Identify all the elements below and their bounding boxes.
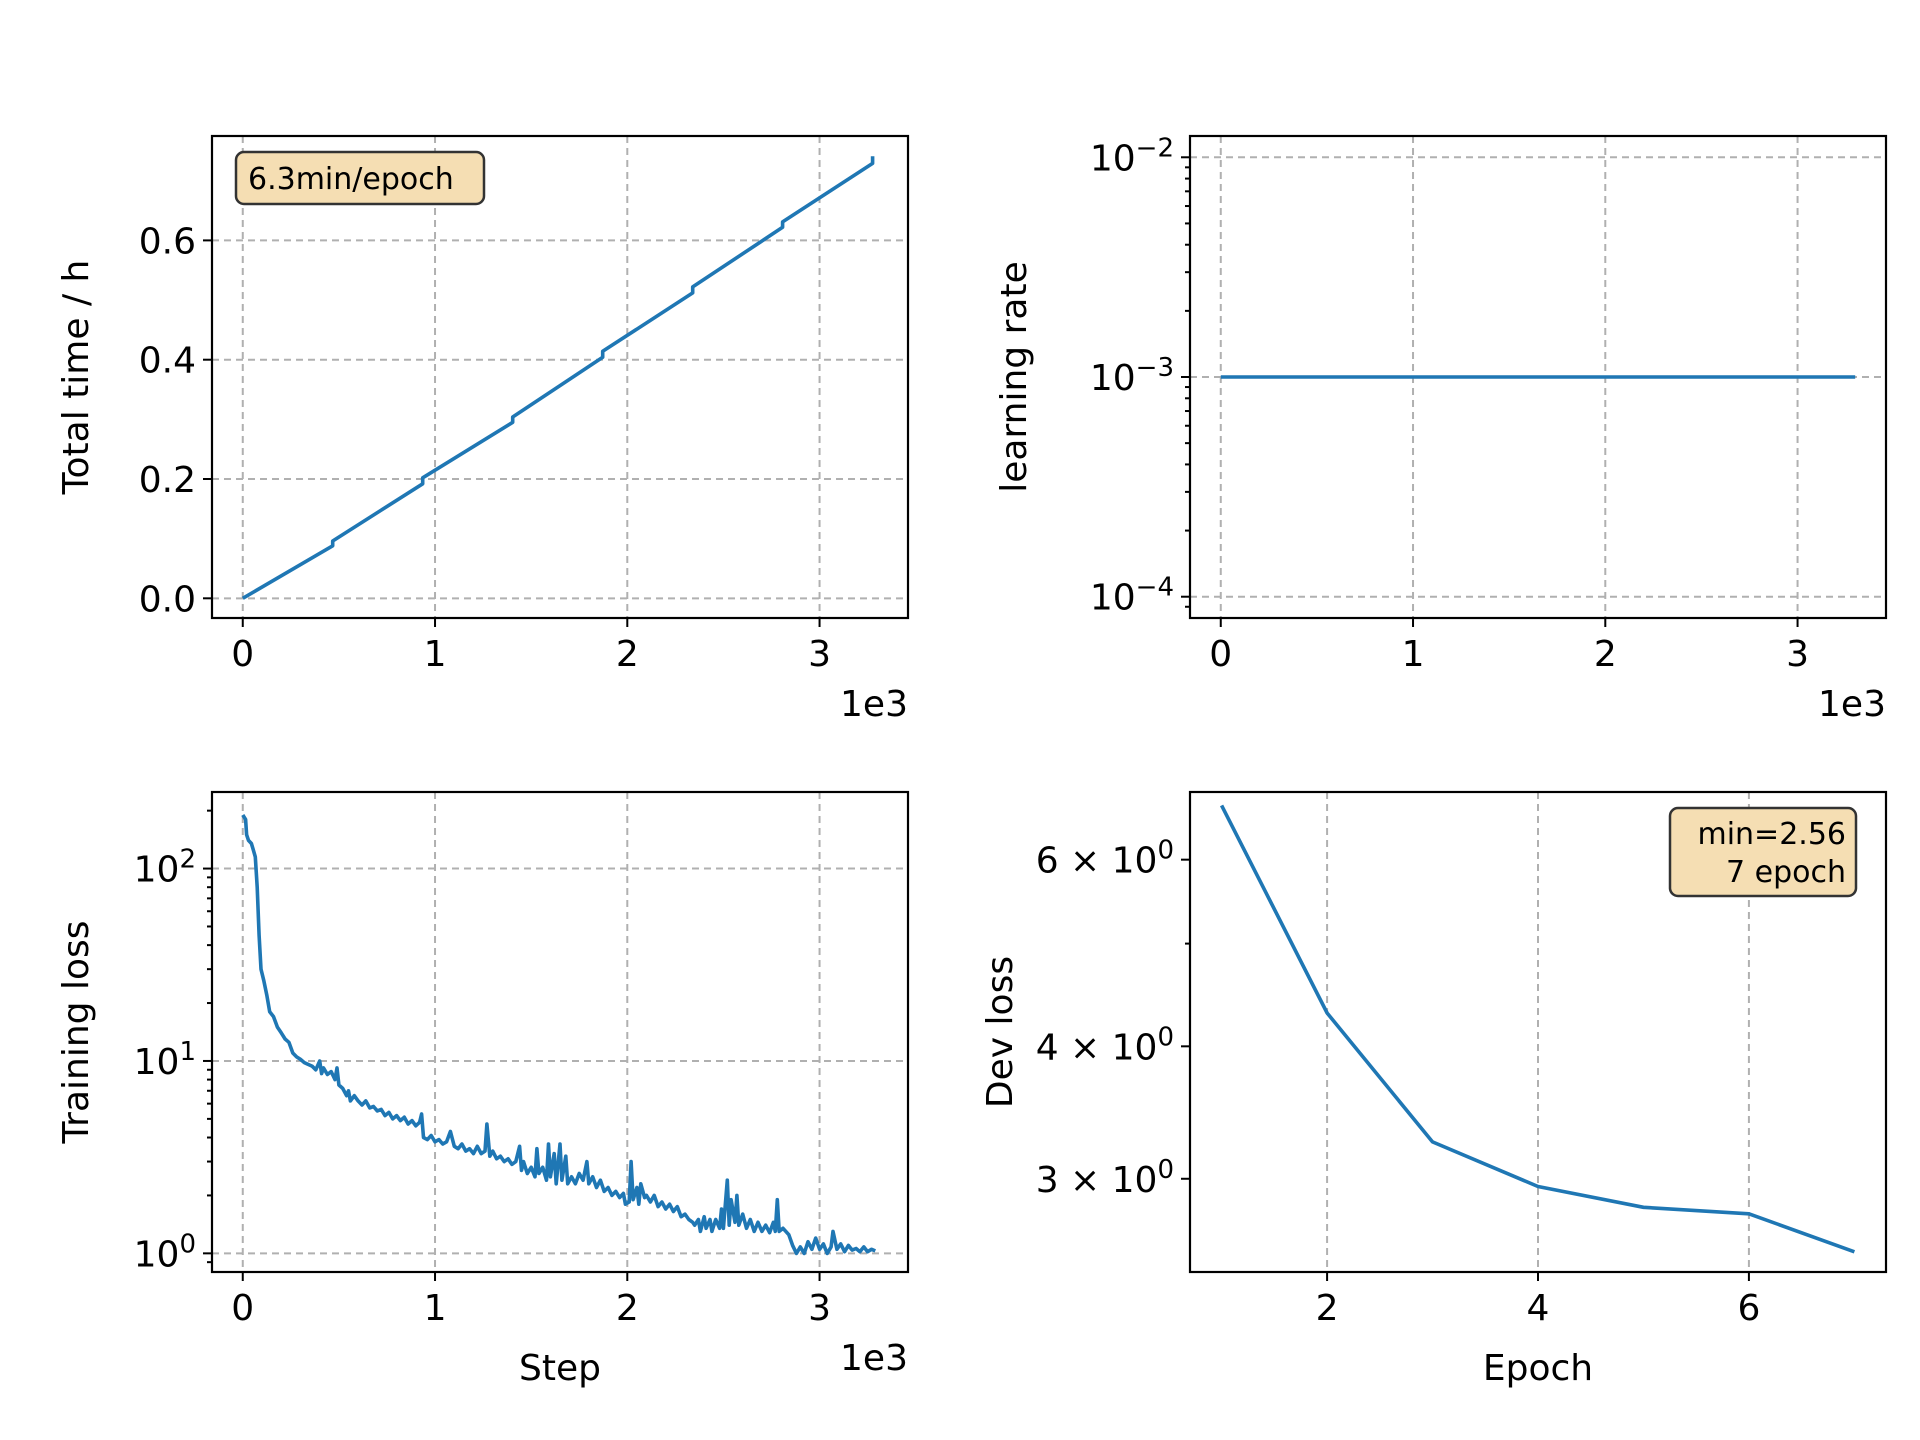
y-tick-label-base: 3 × 10 xyxy=(1036,1160,1158,1201)
annotation-text: 7 epoch xyxy=(1726,855,1846,890)
annotation-box: min=2.567 epoch xyxy=(1668,806,1858,898)
y-tick-label: 10−4 xyxy=(1090,573,1174,619)
x-offset-label: 1e3 xyxy=(1818,684,1886,725)
series-line xyxy=(241,156,875,600)
y-tick-label-base: 10 xyxy=(134,850,180,891)
y-tick-label-base: 10 xyxy=(134,1234,180,1275)
y-tick-label-base: 4 × 10 xyxy=(1036,1027,1158,1068)
y-tick-label: 0.4 xyxy=(139,341,196,382)
y-tick-label-exponent: 0 xyxy=(179,1229,196,1259)
y-tick-label: 100 xyxy=(134,1229,196,1275)
y-axis-label: Dev loss xyxy=(980,956,1021,1108)
x-offset-label: 1e3 xyxy=(840,1338,908,1379)
y-axis-label: learning rate xyxy=(994,261,1035,492)
total-time-panel: 0 1 2 3 0.0 0.2 0.4 0.6 1e3 Total time / h 6.3min/… xyxy=(56,134,910,725)
x-tick-label: 6 xyxy=(1737,1288,1760,1329)
axes-frame xyxy=(210,790,910,1274)
x-tick-label: 0 xyxy=(231,634,254,675)
y-tick-label: 6 × 100 xyxy=(1036,836,1174,882)
x-tick-label: 1 xyxy=(1402,634,1425,675)
x-tick-label: 3 xyxy=(808,634,831,675)
y-tick-label: 0.6 xyxy=(139,221,196,262)
y-axis-label: Training loss xyxy=(56,920,97,1144)
annotation-background xyxy=(234,150,486,206)
y-tick-label-base: 10 xyxy=(1090,578,1136,619)
x-axis-label: Epoch xyxy=(1483,1348,1593,1389)
x-tick-label: 1 xyxy=(424,1288,447,1329)
x-tick-label: 2 xyxy=(616,634,639,675)
y-tick-label: 10−3 xyxy=(1090,353,1174,399)
x-tick-label: 0 xyxy=(1209,634,1232,675)
annotation-text: min=2.56 xyxy=(1697,817,1846,852)
y-tick-label-exponent: 0 xyxy=(1157,1022,1174,1052)
axes-frame xyxy=(210,134,910,620)
x-tick-label: 4 xyxy=(1527,1288,1550,1329)
x-tick-label: 1 xyxy=(424,634,447,675)
x-tick-label: 2 xyxy=(616,1288,639,1329)
y-tick-label: 101 xyxy=(134,1037,196,1083)
y-tick-label-base: 10 xyxy=(1090,358,1136,399)
x-offset-label: 1e3 xyxy=(840,684,908,725)
x-axis-label: Step xyxy=(519,1348,601,1389)
x-tick-label: 3 xyxy=(1786,634,1809,675)
y-tick-label-base: 6 × 10 xyxy=(1036,841,1158,882)
y-tick-label-exponent: 2 xyxy=(179,845,196,875)
y-tick-label: 102 xyxy=(134,845,196,891)
y-tick-label-exponent: 0 xyxy=(1157,836,1174,866)
x-tick-label: 3 xyxy=(808,1288,831,1329)
y-tick-label: 4 × 100 xyxy=(1036,1022,1174,1068)
y-tick-label-exponent: −2 xyxy=(1136,133,1174,163)
y-tick-label: 0.2 xyxy=(139,460,196,501)
x-tick-label: 2 xyxy=(1594,634,1617,675)
y-tick-label-exponent: 1 xyxy=(179,1037,196,1067)
y-tick-label-exponent: −3 xyxy=(1136,353,1174,383)
annotation-background xyxy=(1668,806,1858,898)
y-tick-label-exponent: 0 xyxy=(1157,1155,1174,1185)
x-tick-label: 2 xyxy=(1316,1288,1339,1329)
x-tick-label: 0 xyxy=(231,1288,254,1329)
y-tick-label: 0.0 xyxy=(139,579,196,620)
annotation-text: 6.3min/epoch xyxy=(248,162,454,197)
y-tick-label: 3 × 100 xyxy=(1036,1155,1174,1201)
y-tick-label: 10−2 xyxy=(1090,133,1174,179)
series-line xyxy=(241,813,876,1256)
y-tick-label-base: 10 xyxy=(134,1042,180,1083)
y-tick-label-exponent: −4 xyxy=(1136,573,1174,603)
series-line xyxy=(1219,804,1856,1254)
annotation-box: 6.3min/epoch xyxy=(234,150,486,206)
y-tick-label-base: 10 xyxy=(1090,138,1136,179)
y-axis-label: Total time / h xyxy=(56,260,97,496)
